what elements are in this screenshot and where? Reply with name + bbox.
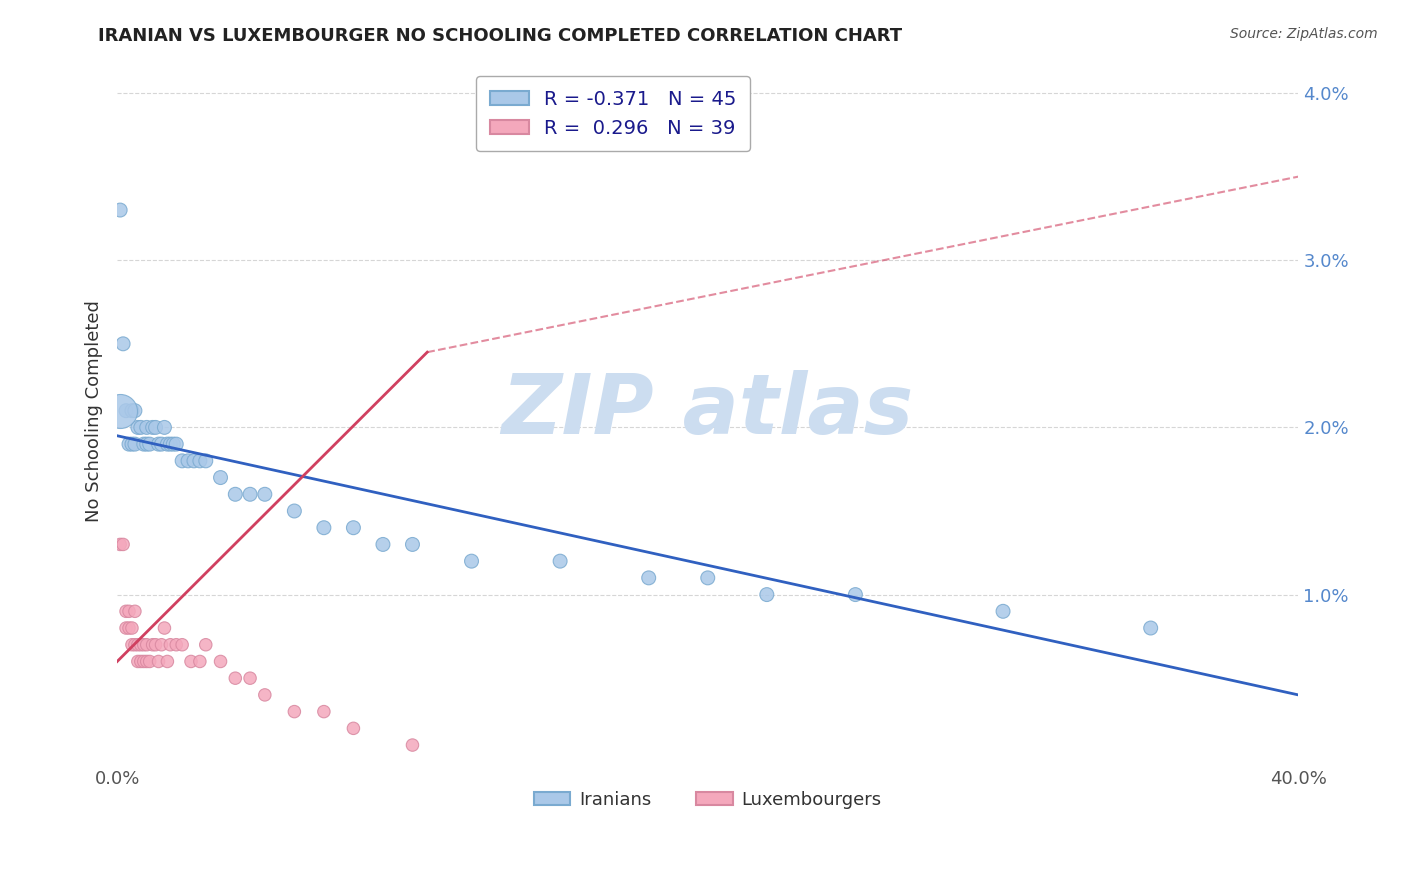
Point bbox=[637, 571, 659, 585]
Point bbox=[148, 437, 170, 451]
Point bbox=[138, 655, 160, 669]
Point bbox=[145, 638, 167, 652]
Point bbox=[124, 403, 146, 417]
Point bbox=[224, 487, 246, 501]
Point bbox=[135, 638, 157, 652]
Point bbox=[183, 454, 205, 468]
Point bbox=[283, 705, 305, 719]
Point bbox=[188, 454, 211, 468]
Point bbox=[342, 521, 364, 535]
Point bbox=[172, 454, 194, 468]
Point bbox=[253, 688, 276, 702]
Point bbox=[177, 454, 200, 468]
Point bbox=[142, 638, 165, 652]
Point bbox=[188, 655, 211, 669]
Point bbox=[121, 403, 143, 417]
Point bbox=[165, 437, 187, 451]
Point bbox=[159, 638, 181, 652]
Point bbox=[371, 537, 394, 551]
Point bbox=[132, 437, 155, 451]
Point bbox=[138, 437, 160, 451]
Point bbox=[755, 588, 778, 602]
Point bbox=[115, 621, 138, 635]
Point bbox=[142, 420, 165, 434]
Point bbox=[156, 437, 179, 451]
Point bbox=[253, 487, 276, 501]
Point bbox=[153, 621, 176, 635]
Point bbox=[162, 437, 184, 451]
Point bbox=[124, 437, 146, 451]
Point bbox=[129, 655, 152, 669]
Point bbox=[312, 521, 335, 535]
Point bbox=[121, 621, 143, 635]
Point bbox=[172, 638, 194, 652]
Point bbox=[844, 588, 866, 602]
Point bbox=[209, 470, 232, 484]
Point bbox=[118, 437, 141, 451]
Point bbox=[124, 638, 146, 652]
Point bbox=[224, 671, 246, 685]
Point bbox=[129, 638, 152, 652]
Text: IRANIAN VS LUXEMBOURGER NO SCHOOLING COMPLETED CORRELATION CHART: IRANIAN VS LUXEMBOURGER NO SCHOOLING COM… bbox=[98, 27, 903, 45]
Point bbox=[124, 604, 146, 618]
Point bbox=[209, 655, 232, 669]
Point bbox=[121, 437, 143, 451]
Point bbox=[153, 420, 176, 434]
Point bbox=[165, 638, 187, 652]
Point bbox=[156, 655, 179, 669]
Point bbox=[108, 202, 131, 217]
Point bbox=[194, 454, 217, 468]
Point bbox=[342, 722, 364, 736]
Point bbox=[401, 738, 423, 752]
Point bbox=[135, 420, 157, 434]
Point bbox=[460, 554, 482, 568]
Point bbox=[121, 638, 143, 652]
Point bbox=[108, 537, 131, 551]
Legend: Iranians, Luxembourgers: Iranians, Luxembourgers bbox=[527, 783, 889, 816]
Point bbox=[148, 655, 170, 669]
Point bbox=[991, 604, 1014, 618]
Point bbox=[696, 571, 718, 585]
Point bbox=[239, 487, 262, 501]
Point bbox=[112, 336, 135, 351]
Point bbox=[150, 437, 173, 451]
Point bbox=[283, 504, 305, 518]
Point bbox=[312, 705, 335, 719]
Point bbox=[548, 554, 571, 568]
Point bbox=[127, 655, 149, 669]
Point bbox=[132, 655, 155, 669]
Point bbox=[135, 655, 157, 669]
Text: ZIP atlas: ZIP atlas bbox=[502, 370, 914, 451]
Text: Source: ZipAtlas.com: Source: ZipAtlas.com bbox=[1230, 27, 1378, 41]
Point bbox=[135, 437, 157, 451]
Point bbox=[127, 638, 149, 652]
Point bbox=[159, 437, 181, 451]
Point bbox=[132, 638, 155, 652]
Point bbox=[401, 537, 423, 551]
Point bbox=[145, 420, 167, 434]
Point bbox=[118, 604, 141, 618]
Point bbox=[180, 655, 202, 669]
Point bbox=[118, 621, 141, 635]
Point bbox=[129, 420, 152, 434]
Point bbox=[115, 604, 138, 618]
Point bbox=[239, 671, 262, 685]
Point bbox=[150, 638, 173, 652]
Point bbox=[1139, 621, 1161, 635]
Point bbox=[127, 420, 149, 434]
Point bbox=[112, 537, 135, 551]
Point bbox=[108, 403, 131, 417]
Point bbox=[194, 638, 217, 652]
Point bbox=[115, 403, 138, 417]
Y-axis label: No Schooling Completed: No Schooling Completed bbox=[86, 300, 103, 522]
